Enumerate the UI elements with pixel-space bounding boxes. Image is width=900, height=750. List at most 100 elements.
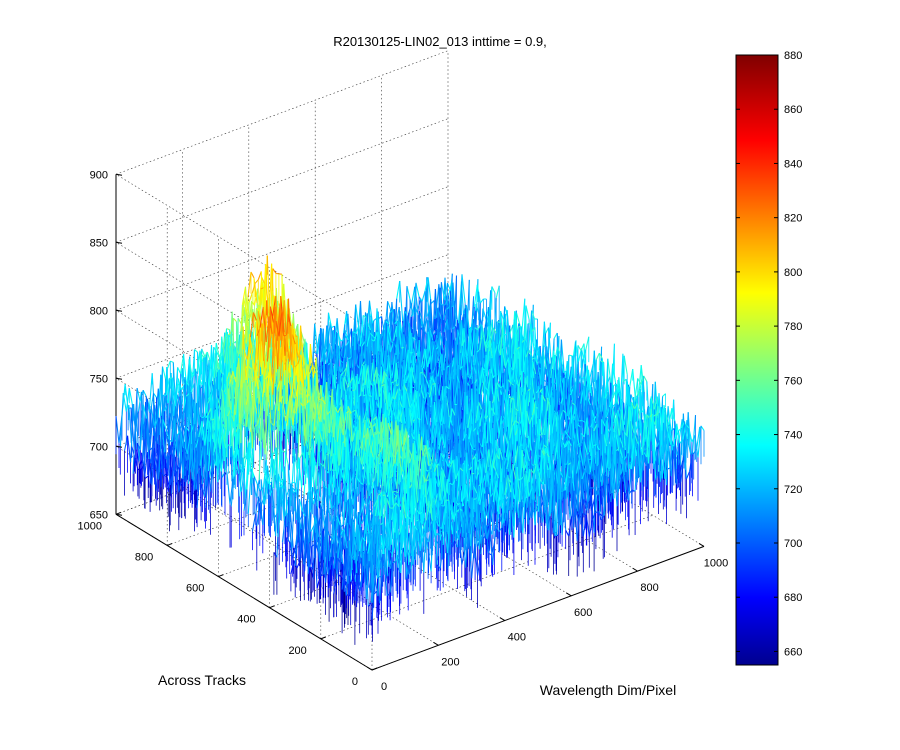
surface-segment (138, 410, 143, 462)
surface-segment (212, 358, 218, 385)
surface-segment (224, 334, 229, 364)
surface-segment (200, 483, 205, 497)
surface-segment (135, 407, 140, 462)
surface-segment (435, 345, 440, 350)
surface-segment (521, 298, 526, 333)
surface-segment (161, 366, 167, 379)
surface-segment (119, 393, 124, 449)
surface-segment (142, 389, 147, 397)
surface-segment (399, 280, 404, 321)
surface-segment (170, 454, 176, 494)
surface-segment (132, 407, 137, 474)
surface-segment (473, 284, 478, 307)
surface-segment (194, 349, 198, 353)
surface-segment (414, 307, 420, 316)
surface-segment (272, 268, 277, 274)
surface-segment (203, 351, 208, 358)
surface-segment (201, 348, 206, 357)
surface-segment (177, 396, 182, 457)
surface-segment (196, 402, 201, 427)
surface-segment (182, 424, 187, 447)
surface-segment (204, 415, 209, 446)
surface-segment (237, 318, 242, 324)
surface-segment (223, 328, 228, 351)
surface-segment (202, 444, 207, 473)
surface-segment (130, 404, 135, 463)
surface-segment (381, 320, 387, 360)
surface-segment (183, 441, 188, 455)
surface-segment (385, 320, 389, 325)
chart-title: R20130125-LIN02_013 inttime = 0.9, (333, 34, 547, 49)
surface-segment (268, 263, 273, 324)
surface-segment (314, 323, 319, 355)
surface-segment (317, 327, 322, 355)
surface-segment (226, 328, 230, 331)
surface-segment (190, 423, 195, 435)
surface-segment (482, 308, 487, 319)
surface-segment (181, 377, 186, 406)
surface-segment (155, 444, 160, 491)
surface-segment (175, 414, 180, 434)
surface-segment (127, 435, 132, 463)
surface-segment (479, 298, 484, 304)
surface-segment (439, 332, 444, 351)
surface-segment (153, 448, 158, 479)
surface-segment (361, 340, 366, 347)
surface-segment (179, 426, 184, 480)
surface-segment (166, 360, 171, 370)
surface-segment (366, 332, 371, 347)
surface-segment (418, 296, 423, 302)
surface-segment (115, 415, 120, 444)
surface-segment (157, 374, 162, 426)
surface-segment (340, 357, 345, 383)
surface-segment (221, 336, 226, 364)
surface-segment (175, 390, 180, 422)
surface-segment (355, 304, 360, 328)
surface-segment (137, 391, 142, 412)
surface-segment (240, 297, 245, 332)
surface-segment (215, 342, 220, 358)
surface-segment (477, 324, 482, 331)
surface-segment (216, 397, 222, 411)
surface-segment (344, 330, 349, 341)
surface-segment (165, 473, 171, 489)
surface-segment (139, 404, 144, 451)
surface-segment (373, 331, 378, 342)
surface-segment (200, 353, 205, 358)
surface-segment (170, 360, 174, 363)
surface-segment (195, 436, 200, 448)
surface-segment (411, 286, 416, 304)
surface-segment (196, 465, 201, 509)
surface-segment (173, 387, 178, 417)
surface-segment (256, 307, 260, 313)
surface-segment (389, 308, 394, 313)
surface-segment (203, 454, 208, 497)
surface-segment (176, 394, 181, 406)
surface-segment (361, 312, 367, 355)
surface-segment (396, 280, 401, 299)
surface-segment (344, 313, 349, 325)
surface-segment (431, 366, 437, 374)
surface-segment (275, 272, 280, 275)
surface-segment (201, 421, 206, 446)
surface-segment (355, 363, 360, 369)
surface-segment (430, 300, 435, 304)
surface-segment (263, 287, 268, 328)
grid-line (115, 186, 449, 311)
surface-segment (340, 371, 345, 377)
surface-segment (337, 333, 342, 342)
surface-segment (206, 351, 211, 362)
surface-segment (445, 295, 450, 305)
surface-segment (180, 384, 185, 391)
surface-segment (443, 283, 449, 301)
surface-segment (457, 281, 463, 324)
surface-segment (453, 300, 458, 321)
surface-segment (201, 416, 205, 419)
surface-segment (403, 334, 408, 364)
surface-segment (515, 312, 521, 324)
surface-segment (442, 309, 447, 321)
surface-segment (465, 305, 471, 334)
surface-segment (362, 314, 367, 318)
surface-segment (462, 304, 467, 318)
